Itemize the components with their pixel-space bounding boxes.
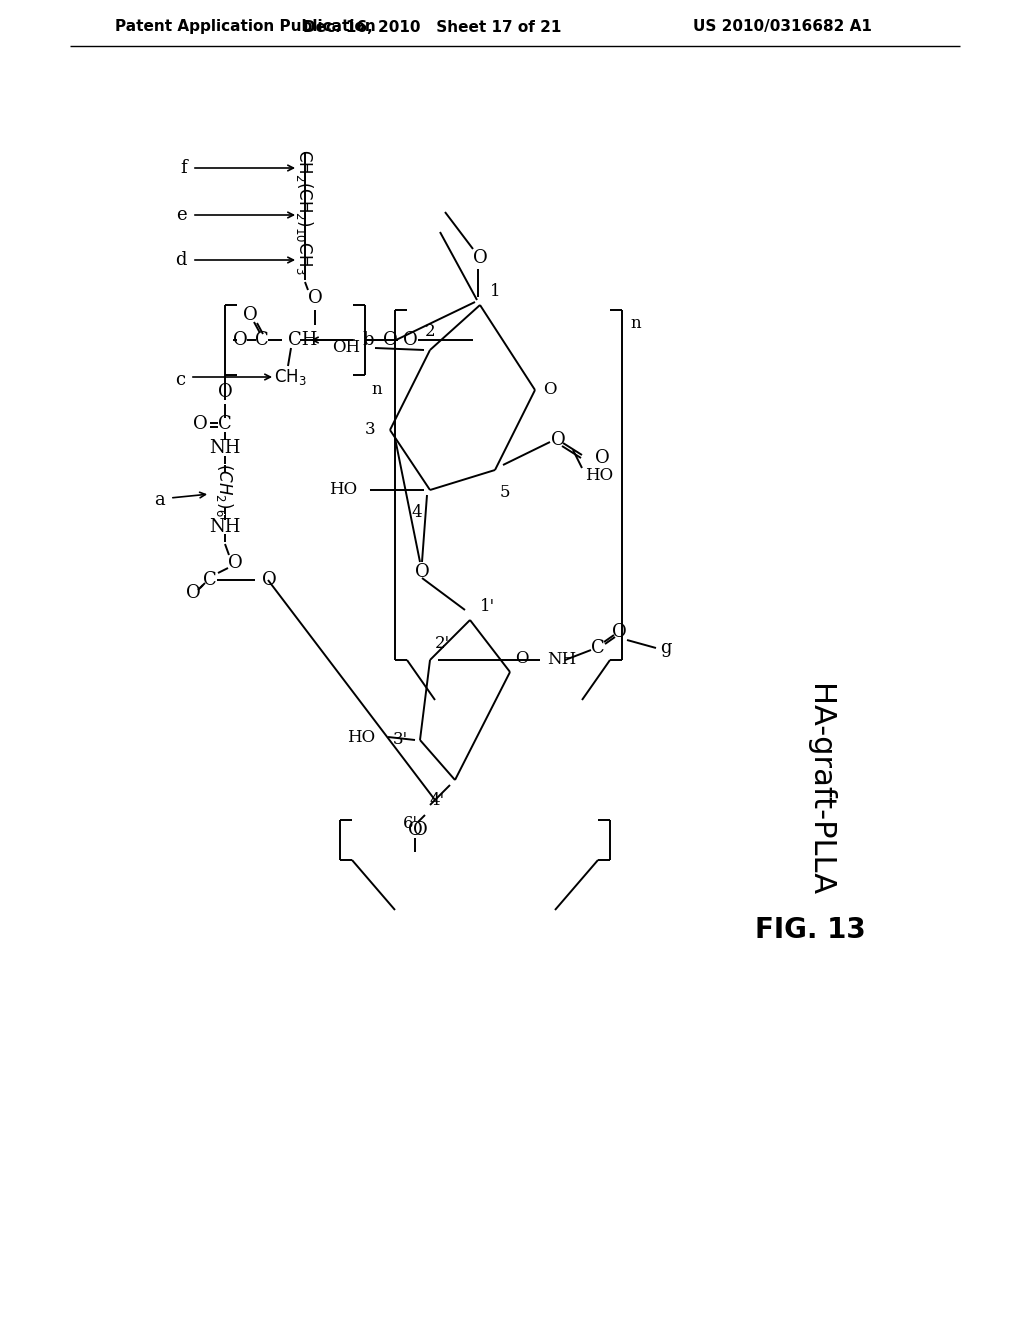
- Text: f: f: [180, 158, 187, 177]
- Text: O: O: [611, 623, 627, 642]
- Text: NH: NH: [547, 652, 577, 668]
- Text: 6': 6': [403, 814, 418, 832]
- Text: c: c: [175, 371, 185, 389]
- Text: O: O: [185, 583, 201, 602]
- Text: 4': 4': [430, 792, 445, 809]
- Text: 4: 4: [412, 504, 422, 521]
- Text: 1': 1': [480, 598, 496, 615]
- Text: HO: HO: [329, 482, 357, 499]
- Text: O: O: [408, 821, 422, 840]
- Text: n: n: [371, 381, 382, 399]
- Text: 3: 3: [365, 421, 375, 438]
- Text: O: O: [515, 649, 528, 667]
- Text: O: O: [415, 564, 429, 581]
- Text: 5: 5: [500, 484, 511, 502]
- Text: US 2010/0316682 A1: US 2010/0316682 A1: [693, 20, 871, 34]
- Text: O: O: [551, 432, 565, 449]
- Text: Dec. 16, 2010   Sheet 17 of 21: Dec. 16, 2010 Sheet 17 of 21: [303, 20, 561, 34]
- Text: e: e: [176, 206, 187, 224]
- Text: O: O: [193, 414, 208, 433]
- Text: O: O: [413, 821, 427, 840]
- Text: 2: 2: [425, 323, 435, 341]
- Text: n: n: [630, 315, 641, 333]
- Text: 2': 2': [435, 635, 451, 652]
- Text: O: O: [232, 331, 248, 348]
- Text: O: O: [543, 381, 556, 399]
- Text: $(CH_2)_6$: $(CH_2)_6$: [214, 463, 236, 517]
- Text: O: O: [383, 331, 397, 348]
- Text: d: d: [175, 251, 187, 269]
- Text: O: O: [595, 449, 609, 467]
- Text: NH: NH: [209, 517, 241, 536]
- Text: O: O: [473, 249, 487, 267]
- Text: $\mathrm{CH_3}$: $\mathrm{CH_3}$: [273, 367, 306, 387]
- Text: C: C: [591, 639, 605, 657]
- Text: O: O: [227, 554, 243, 572]
- Text: O: O: [218, 383, 232, 401]
- Text: CH: CH: [288, 331, 317, 348]
- Text: a: a: [155, 491, 165, 510]
- Text: C: C: [218, 414, 231, 433]
- Text: Patent Application Publication: Patent Application Publication: [115, 20, 376, 34]
- Text: FIG. 13: FIG. 13: [755, 916, 865, 944]
- Text: O: O: [307, 289, 323, 308]
- Text: HA-graft-PLLA: HA-graft-PLLA: [806, 684, 835, 896]
- Text: O: O: [243, 306, 257, 323]
- Text: 3': 3': [393, 731, 408, 748]
- Text: O: O: [262, 572, 276, 589]
- Text: NH: NH: [209, 440, 241, 457]
- Text: 1: 1: [490, 282, 501, 300]
- Text: O: O: [402, 331, 418, 348]
- Text: HO: HO: [585, 466, 613, 483]
- Text: g: g: [660, 639, 672, 657]
- Text: $\mathrm{CH_2(CH_2)_{10}CH_3}$: $\mathrm{CH_2(CH_2)_{10}CH_3}$: [295, 149, 315, 275]
- Text: HO: HO: [347, 729, 375, 746]
- Text: C: C: [255, 331, 269, 348]
- Text: C: C: [203, 572, 217, 589]
- Text: b: b: [362, 331, 374, 348]
- Text: OH: OH: [332, 339, 360, 356]
